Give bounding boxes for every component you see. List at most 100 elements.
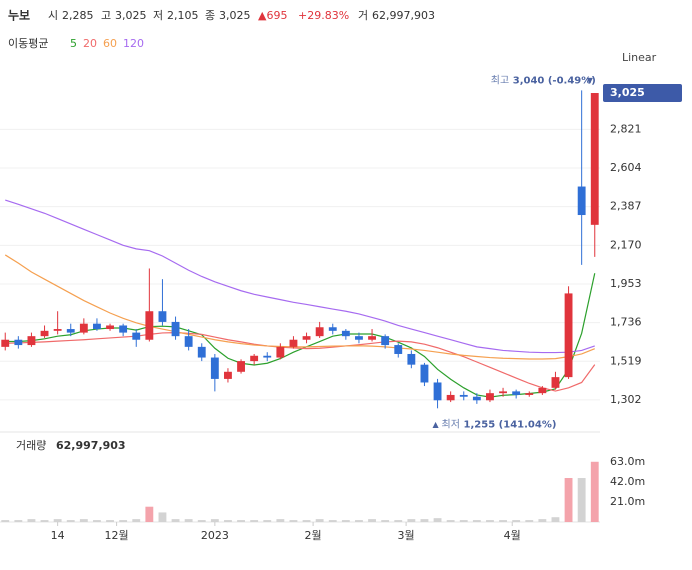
volume-bar (158, 512, 167, 522)
open-label: 시 (48, 9, 58, 22)
volume-bar (184, 519, 193, 522)
current-price-tag (603, 84, 682, 103)
change-pct: +29.83% (298, 9, 349, 22)
high-marker: ▼ (587, 76, 594, 85)
y-tick-label: 1,519 (610, 354, 642, 367)
moving-average-line (5, 332, 596, 392)
candle-body (27, 336, 36, 346)
candle-body (407, 353, 416, 365)
candle-body (446, 394, 455, 401)
candle-body (433, 382, 442, 401)
current-price-label: 3,025 (610, 86, 645, 99)
volume-bar (171, 519, 180, 522)
y-tick-label: 1,302 (610, 393, 642, 406)
ma-legend-item: 60 (103, 37, 117, 50)
volume-bar (486, 520, 494, 522)
high-label: 고 (101, 9, 111, 22)
x-tick-label: 2월 (305, 529, 322, 542)
stock-name: 누보 (8, 9, 30, 23)
low-annotation-value: 1,255 (141.04%) (464, 419, 557, 430)
volume-tick-label: 63.0m (610, 455, 645, 468)
candle-body (119, 325, 128, 333)
candle-body (499, 391, 507, 394)
volume-bar (302, 520, 311, 522)
volume-bar (40, 520, 49, 522)
candle-body (263, 355, 272, 358)
volume-bar (132, 519, 141, 522)
candle-body (512, 391, 521, 395)
scale-button-label[interactable]: Linear (622, 51, 657, 64)
candle-body (368, 336, 376, 340)
volume-bar (355, 520, 363, 522)
scale-button[interactable] (612, 47, 660, 67)
y-tick-label: 1,953 (610, 277, 642, 290)
candle-body (486, 393, 494, 401)
volume-bar (538, 519, 547, 522)
candle-body (66, 329, 75, 333)
candle-body (158, 311, 167, 322)
candle-body (184, 336, 193, 347)
candle-body (577, 186, 586, 216)
candle-body (197, 346, 206, 358)
low-annotation-label: 최저 (442, 418, 460, 430)
volume-bar (368, 519, 376, 522)
candle-body (79, 323, 88, 333)
candle-body (14, 339, 23, 346)
candle-body (538, 387, 547, 394)
volume-bar (289, 520, 298, 522)
volume-bar (394, 520, 403, 522)
candle-body (315, 327, 324, 337)
volume-bar (27, 519, 36, 522)
volume-bar (512, 520, 521, 522)
candle-body (132, 332, 141, 340)
change: ▲695 (258, 9, 287, 22)
moving-average-line (5, 273, 596, 398)
volume-bar (237, 520, 245, 522)
candle-body (237, 361, 245, 372)
volume-bar (472, 520, 481, 522)
volume-bar (328, 520, 337, 522)
volume-bar (577, 478, 586, 522)
moving-average-line (5, 199, 595, 354)
ma-legend-item: 20 (83, 37, 97, 50)
candle-body (93, 323, 101, 330)
candle-body (289, 339, 298, 347)
candle-body (341, 330, 350, 337)
ma-legend-title: 이동평균 (8, 37, 48, 50)
candle-body (1, 339, 10, 347)
volume-bar (250, 520, 259, 522)
volume-bar (590, 461, 599, 522)
candle-body (40, 330, 49, 337)
volume-bar (79, 519, 88, 522)
volume-bar (145, 506, 154, 522)
x-tick-label: 3월 (398, 529, 415, 542)
low-marker: ▲ (433, 420, 440, 429)
open-value: 2,285 (62, 9, 94, 22)
low-label: 저 (153, 9, 163, 22)
ma-legend-item: 120 (123, 37, 144, 50)
candle-body (302, 336, 311, 340)
candle-body (53, 329, 62, 331)
candle-body (525, 393, 534, 395)
y-tick-label: 1,736 (610, 316, 642, 329)
y-tick-label: 2,170 (610, 238, 642, 251)
volume-bar (224, 520, 232, 522)
x-tick-label: 12월 (105, 529, 129, 542)
volume-bar (341, 520, 350, 522)
volume-bar (1, 520, 10, 522)
volume-total: 62,997,903 (56, 439, 126, 452)
volume-label: 거 (358, 9, 368, 22)
y-tick-label: 2,604 (610, 161, 642, 174)
volume-bar (459, 520, 468, 522)
volume-bar (315, 519, 324, 522)
volume-bar (106, 520, 114, 522)
volume-bar (551, 517, 560, 522)
candle-body (355, 336, 363, 340)
ohlc-header: 시 2,285 고 3,025 저 2,105 종 3,025 ▲695 +29… (48, 9, 435, 22)
volume-bar (433, 518, 442, 522)
low-value: 2,105 (167, 9, 199, 22)
candle-body (276, 346, 285, 358)
candle-body (224, 371, 232, 379)
candle-body (564, 293, 573, 378)
